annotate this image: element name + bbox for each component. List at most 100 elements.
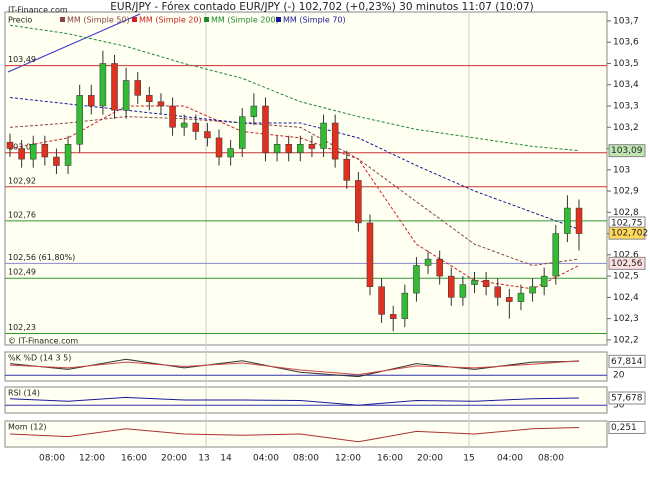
candle-body	[436, 258, 443, 277]
x-tick-label: 08:00	[293, 454, 319, 464]
candle-body	[517, 292, 525, 302]
candle-body	[146, 95, 153, 102]
candle-body	[99, 63, 107, 107]
candle-body	[111, 63, 118, 111]
price-tag-label: 103,09	[611, 146, 643, 156]
candle-body	[88, 95, 95, 107]
value-tag	[608, 354, 646, 368]
x-tick-label: 04:00	[497, 454, 523, 464]
main-plot	[4, 11, 608, 346]
level-label: 102,56 (61,80%)	[8, 253, 75, 262]
x-tick-label: 14	[220, 454, 232, 464]
y-tick-label: 103,2	[613, 123, 639, 133]
candle-body	[262, 105, 269, 154]
candle-body	[180, 122, 188, 128]
legend-entry: MM (Simple 200)	[211, 16, 279, 25]
y-tick-label: 102,6	[613, 250, 639, 260]
legend-swatch	[276, 17, 281, 22]
x-tick-label: 12:00	[335, 454, 361, 464]
trend-line	[7, 13, 141, 73]
indicator-line	[9, 427, 580, 443]
candle-body	[343, 158, 351, 181]
x-tick-label: 12:00	[79, 454, 105, 464]
y-tick-label: 103,5	[613, 59, 639, 69]
indicator-line	[9, 360, 580, 376]
candle-body	[575, 207, 583, 234]
level-label: 30	[613, 401, 625, 411]
candle-body	[401, 292, 409, 319]
moving-average	[9, 97, 580, 230]
candle-body	[204, 131, 211, 139]
candle-body	[41, 144, 49, 158]
value-tag-label: 67,814	[611, 357, 643, 367]
y-tick-label: 102,9	[613, 187, 639, 197]
legend-swatch	[60, 17, 65, 22]
candle-body	[122, 80, 130, 111]
candle-body	[297, 144, 304, 154]
candle-body	[529, 286, 536, 294]
candle-body	[18, 148, 25, 160]
candle-body	[540, 275, 548, 287]
rsi-plot	[4, 386, 608, 414]
y-tick-label: 103,7	[613, 16, 639, 26]
candle-body	[192, 122, 200, 132]
x-tick-label: 08:00	[538, 454, 564, 464]
legend-entry: MM (Simple 70)	[283, 16, 346, 25]
candle-body	[494, 286, 501, 298]
candle-body	[389, 314, 397, 319]
price-tag-label: 102,75	[611, 218, 643, 228]
candle-body	[506, 297, 513, 302]
y-tick-label: 102,3	[613, 314, 639, 324]
x-tick-label: 13	[198, 454, 209, 464]
candle-body	[6, 141, 14, 149]
level-label: 103,49	[8, 55, 36, 64]
candle-body	[29, 144, 37, 160]
candle-body	[471, 280, 478, 285]
candle-body	[134, 80, 141, 96]
value-tag-label: 57,678	[611, 394, 643, 404]
value-tag-label: 0,251	[611, 423, 637, 433]
y-tick-label: 103,3	[613, 101, 639, 111]
candle-body	[378, 286, 385, 315]
y-tick-label: 103,4	[613, 80, 639, 90]
level-label: 102,92	[8, 176, 36, 185]
y-tick-label: 103	[613, 165, 630, 175]
x-tick-label: 20:00	[417, 454, 443, 464]
price-tag	[608, 256, 646, 270]
candle-body	[157, 101, 165, 107]
level-label: 102,23	[8, 323, 36, 332]
x-tick-label: 20:00	[161, 454, 187, 464]
chart-title: EUR/JPY - Fórex contado EUR/JPY (-) 102,…	[110, 1, 533, 13]
legend-entry: MM (Simple 50)	[67, 16, 130, 25]
candle-body	[331, 122, 339, 160]
y-tick-label: 102,4	[613, 293, 639, 303]
candle-body	[238, 116, 246, 149]
price-tag-label: 102,56	[611, 259, 643, 269]
candle-body	[53, 156, 60, 166]
legend-entry: Precio	[8, 16, 32, 25]
mom-plot	[4, 420, 608, 448]
candle-body	[482, 280, 490, 287]
panel-title: %K %D (14 3 5)	[8, 354, 71, 363]
candle-body	[459, 284, 467, 298]
y-tick-label: 102,5	[613, 272, 639, 282]
candle-body	[308, 144, 316, 149]
candle-body	[76, 95, 83, 145]
candle-body	[424, 258, 432, 266]
legend-entry: MM (Simple 20)	[139, 16, 202, 25]
candle-body	[355, 180, 362, 224]
candle-body	[320, 122, 327, 149]
level-label: 102,49	[8, 268, 36, 277]
x-tick-label: 16:00	[377, 454, 403, 464]
moving-average	[9, 24, 580, 152]
y-tick-label: 102,8	[613, 208, 639, 218]
candle-body	[215, 137, 223, 158]
x-tick-label: 15	[463, 454, 474, 464]
x-tick-label: 04:00	[253, 454, 279, 464]
panel-title: RSI (14)	[8, 389, 40, 398]
value-tag	[608, 420, 646, 434]
panel-title: Mom (12)	[8, 423, 47, 432]
legend-swatch	[132, 17, 137, 22]
candle-body	[64, 144, 72, 166]
candle-body	[448, 275, 455, 298]
